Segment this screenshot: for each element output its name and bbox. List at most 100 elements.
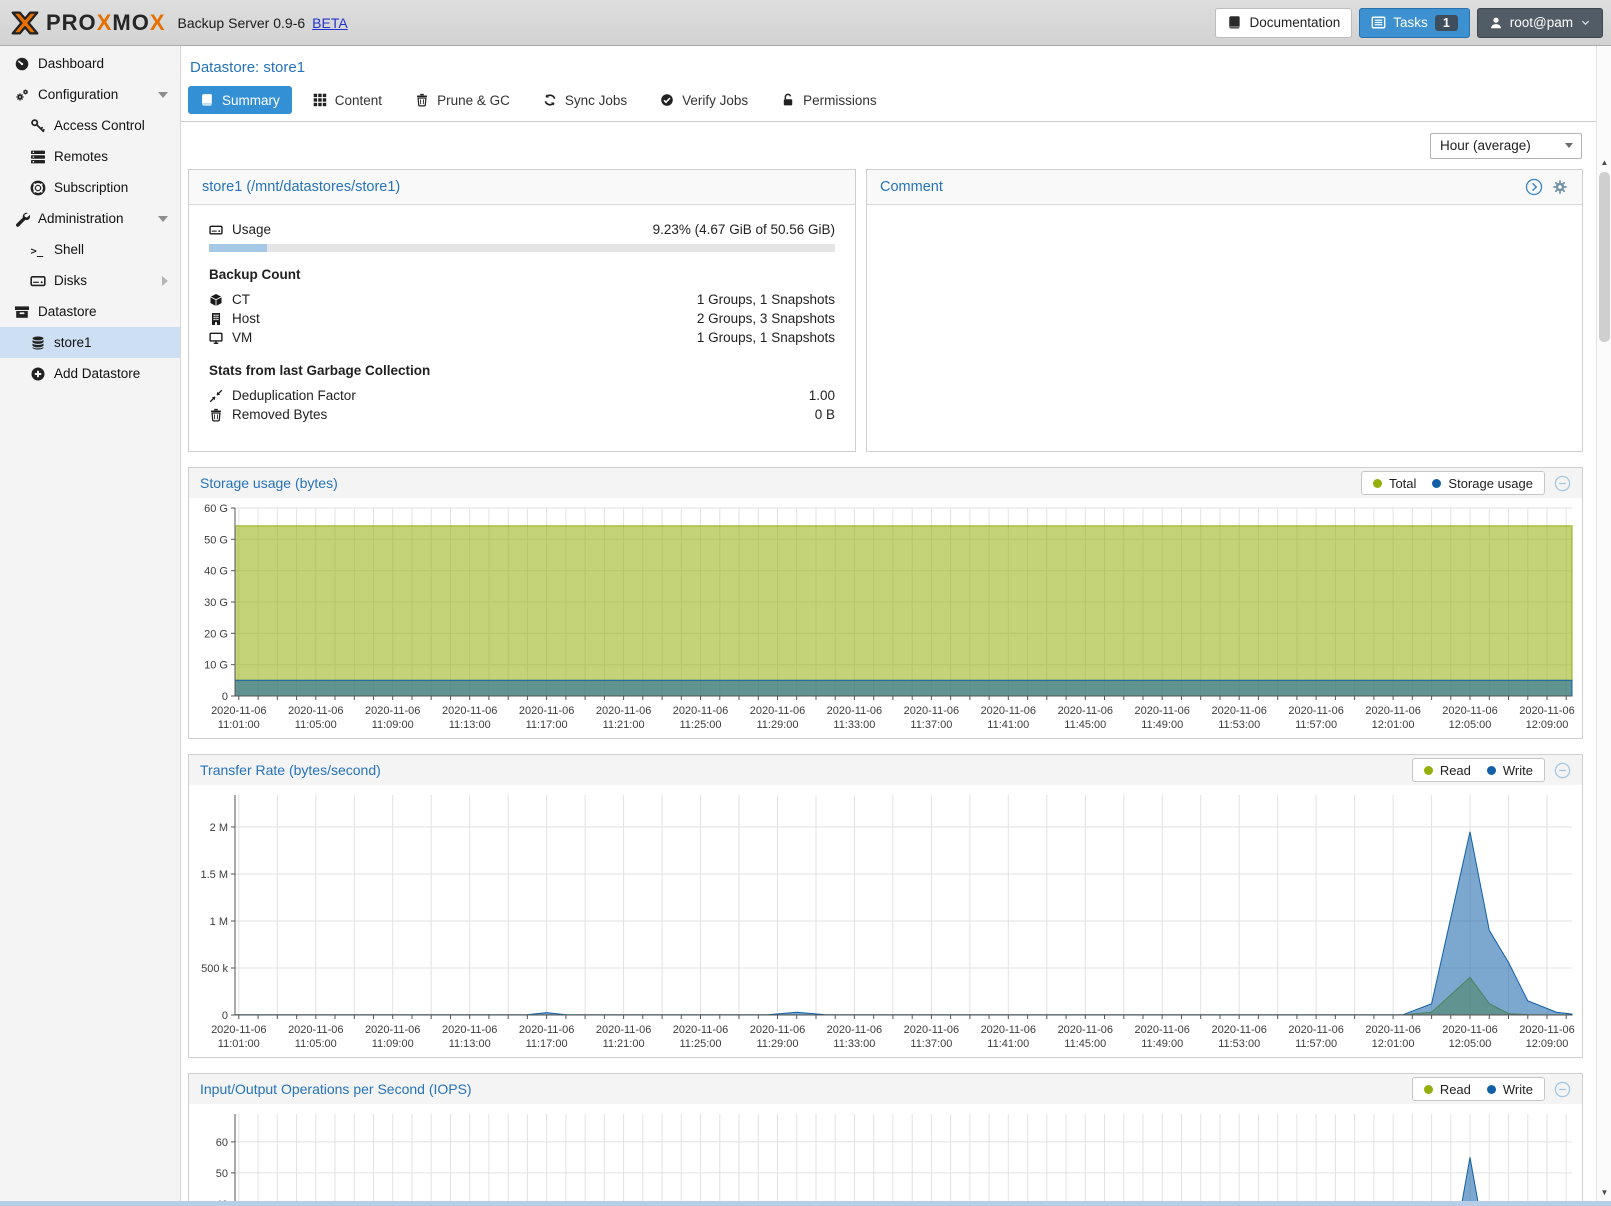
transfer-rate-panel: Transfer Rate (bytes/second) Read Write 0 50…: [188, 754, 1583, 1058]
user-menu-button[interactable]: root@pam: [1476, 7, 1603, 38]
usage-value: 9.23% (4.67 GiB of 50.56 GiB): [652, 222, 835, 237]
stat-value: 1 Groups, 1 Snapshots: [696, 330, 835, 345]
legend-item-read[interactable]: Read: [1423, 1082, 1471, 1097]
svg-text:2020-11-06: 2020-11-06: [904, 1024, 959, 1036]
terminal-icon: >_: [29, 242, 46, 258]
product-version: Backup Server 0.9-6: [177, 14, 306, 31]
svg-text:11:01:00: 11:01:00: [218, 719, 260, 731]
chart-legend: Total Storage usage: [1360, 471, 1545, 495]
sidebar-item-dashboard[interactable]: Dashboard: [0, 48, 180, 79]
storage-usage-panel-header: Storage usage (bytes) Total Storage usage: [189, 468, 1582, 498]
svg-text:1 M: 1 M: [210, 916, 228, 928]
legend-item-write[interactable]: Write: [1486, 1082, 1533, 1097]
scroll-down-arrow-icon[interactable]: ▼: [1600, 1188, 1609, 1197]
support-icon: [29, 180, 46, 196]
legend-dot-icon: [1486, 1084, 1496, 1094]
sidebar-item-subscription[interactable]: Subscription: [0, 172, 180, 203]
svg-text:50 G: 50 G: [204, 534, 228, 546]
tab-sync-jobs[interactable]: Sync Jobs: [531, 86, 639, 114]
svg-text:11:25:00: 11:25:00: [679, 719, 721, 731]
tasks-button[interactable]: Tasks 1: [1359, 7, 1470, 38]
svg-text:2020-11-06: 2020-11-06: [1519, 1024, 1574, 1036]
svg-text:12:01:00: 12:01:00: [1372, 719, 1415, 731]
book-icon: [1227, 15, 1242, 30]
svg-text:0: 0: [222, 691, 228, 703]
stat-row: CT 1 Groups, 1 Snapshots: [209, 290, 835, 309]
collapse-chart-icon[interactable]: [1554, 762, 1571, 779]
host-icon: [209, 312, 225, 326]
gauge-icon: [13, 56, 30, 72]
store1-panel-header: store1 (/mnt/datastores/store1): [189, 170, 855, 205]
sidebar-item-disks[interactable]: Disks: [0, 265, 180, 296]
tab-verify-jobs[interactable]: Verify Jobs: [648, 86, 760, 114]
tab-label: Verify Jobs: [682, 92, 749, 108]
svg-text:11:53:00: 11:53:00: [1218, 719, 1260, 731]
svg-text:12:05:00: 12:05:00: [1449, 719, 1492, 731]
vertical-scrollbar[interactable]: ▲ ▼: [1596, 46, 1611, 1206]
database-icon: [29, 335, 46, 351]
collapse-chart-icon[interactable]: [1554, 1081, 1571, 1098]
svg-text:11:33:00: 11:33:00: [833, 1038, 875, 1050]
tab-prune-gc[interactable]: Prune & GC: [403, 86, 522, 114]
stat-label: Host: [232, 311, 260, 326]
chart-title: Transfer Rate (bytes/second): [200, 762, 381, 778]
tab-permissions[interactable]: Permissions: [769, 86, 889, 114]
caret-down-icon[interactable]: [158, 215, 168, 222]
sidebar-item-configuration[interactable]: Configuration: [0, 79, 180, 110]
storage-usage-panel: Storage usage (bytes) Total Storage usage 0…: [188, 467, 1583, 739]
svg-text:2020-11-06: 2020-11-06: [1211, 705, 1266, 717]
sidebar-item-access-control[interactable]: Access Control: [0, 110, 180, 141]
sidebar-item-label: store1: [54, 335, 92, 350]
collapse-chart-icon[interactable]: [1554, 475, 1571, 492]
sidebar-item-label: Dashboard: [38, 56, 105, 71]
sidebar-item-store1[interactable]: store1: [0, 327, 180, 358]
caret-right-icon[interactable]: [162, 275, 168, 286]
stat-label: CT: [232, 292, 250, 307]
iops-chart: 01020304050602020-11-0611:01:002020-11-0…: [216, 1114, 1572, 1206]
sidebar-item-shell[interactable]: >_ Shell: [0, 234, 180, 265]
usage-progress-bar: [209, 244, 835, 252]
sidebar-item-administration[interactable]: Administration: [0, 203, 180, 234]
timeframe-select[interactable]: Hour (average): [1430, 132, 1582, 159]
sidebar-item-label: Add Datastore: [54, 366, 141, 381]
scroll-up-arrow-icon[interactable]: ▲: [1600, 158, 1609, 167]
svg-text:2020-11-06: 2020-11-06: [211, 705, 266, 717]
tab-content[interactable]: Content: [301, 86, 394, 114]
svg-text:11:37:00: 11:37:00: [910, 719, 952, 731]
legend-item-storage-usage[interactable]: Storage usage: [1432, 476, 1533, 491]
caret-down-icon[interactable]: [158, 91, 168, 98]
svg-text:2020-11-06: 2020-11-06: [365, 1024, 420, 1036]
svg-text:2 M: 2 M: [210, 822, 228, 834]
svg-text:11:53:00: 11:53:00: [1218, 1038, 1260, 1050]
legend-item-total[interactable]: Total: [1372, 476, 1416, 491]
svg-text:12:09:00: 12:09:00: [1526, 1038, 1569, 1050]
gear-icon[interactable]: [1551, 178, 1569, 196]
svg-text:2020-11-06: 2020-11-06: [1058, 1024, 1113, 1036]
scroll-thumb[interactable]: [1599, 172, 1610, 342]
svg-text:2020-11-06: 2020-11-06: [1519, 705, 1574, 717]
svg-text:12:09:00: 12:09:00: [1526, 719, 1569, 731]
svg-text:11:49:00: 11:49:00: [1141, 719, 1183, 731]
documentation-button[interactable]: Documentation: [1215, 7, 1353, 38]
legend-label: Storage usage: [1448, 475, 1533, 491]
svg-text:0: 0: [222, 1010, 228, 1022]
svg-text:11:09:00: 11:09:00: [372, 1038, 414, 1050]
legend-item-read[interactable]: Read: [1423, 763, 1471, 778]
sidebar-item-add-datastore[interactable]: Add Datastore: [0, 358, 180, 389]
legend-dot-icon: [1423, 1084, 1433, 1094]
expand-circle-icon[interactable]: [1525, 178, 1543, 196]
sidebar: Dashboard Configuration Access Control Remo…: [0, 46, 181, 1206]
sidebar-item-label: Remotes: [54, 149, 109, 164]
sidebar-item-remotes[interactable]: Remotes: [0, 141, 180, 172]
sidebar-item-label: Administration: [38, 211, 124, 226]
legend-item-write[interactable]: Write: [1486, 763, 1533, 778]
proxmox-logo: PROXMOX: [8, 6, 166, 40]
tab-summary[interactable]: Summary: [188, 86, 292, 114]
svg-text:40 G: 40 G: [204, 566, 228, 578]
sidebar-item-datastore[interactable]: Datastore: [0, 296, 180, 327]
stat-label: Removed Bytes: [232, 407, 328, 422]
svg-text:11:13:00: 11:13:00: [449, 1038, 491, 1050]
bottom-edge-strip: [0, 1201, 1611, 1206]
beta-link[interactable]: BETA: [312, 14, 348, 31]
svg-text:>_: >_: [30, 245, 43, 257]
